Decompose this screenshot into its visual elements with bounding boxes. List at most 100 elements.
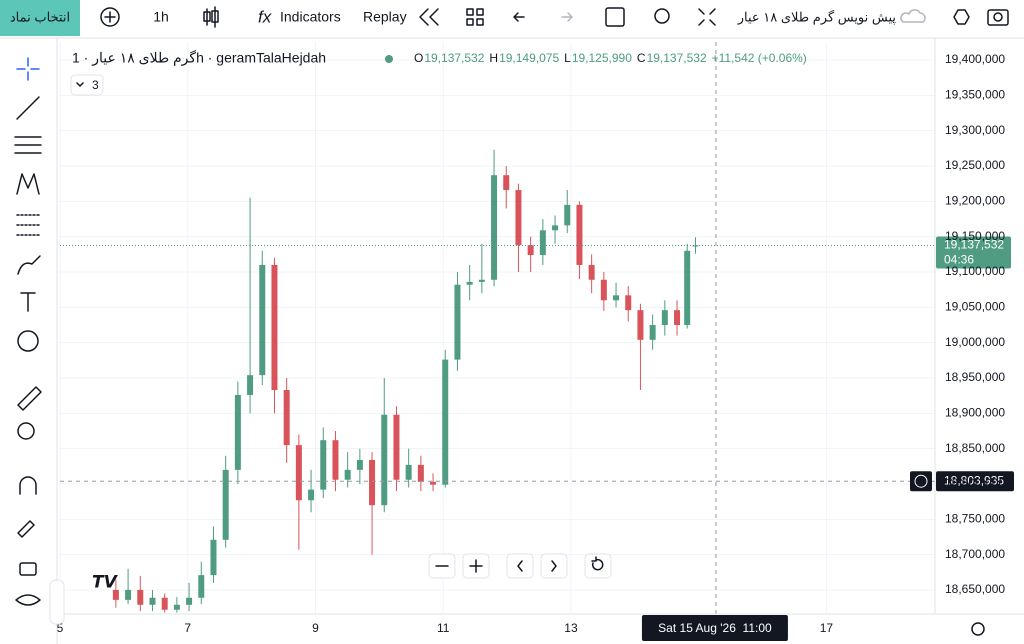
reset-button[interactable] [584, 553, 612, 579]
candle-body [320, 440, 327, 490]
y-tick-label: 19,200,000 [945, 194, 1005, 208]
x-tick-label: 17 [820, 621, 834, 635]
candle-body [149, 597, 156, 605]
candle-body [515, 190, 522, 246]
candle-body [369, 459, 376, 506]
candle-body [661, 310, 668, 325]
text-tool[interactable] [20, 292, 36, 312]
layout-name: پیش نویس گرم طلای ۱۸ عیار [737, 9, 897, 25]
replay-button[interactable]: Replay [363, 9, 407, 25]
candle-body [625, 295, 632, 311]
candle-body [161, 597, 168, 610]
candle-body [222, 469, 229, 540]
stay-drawing-tool[interactable] [17, 520, 35, 538]
candle-body [417, 464, 424, 482]
symbol-search-button[interactable] [0, 0, 80, 36]
interval-button[interactable]: 1h [153, 9, 169, 25]
legend-values: O 19,137,532 H 19,149,075 L 19,125,990 C 19,137… [414, 51, 807, 65]
indicators-button[interactable]: Indicators [280, 9, 341, 25]
candle-body [478, 279, 485, 282]
chart-type-button[interactable] [203, 6, 219, 28]
legend-title: گرم طلای ۱۸ عیار · 1h · geramTalaHejdah [72, 50, 326, 67]
candle-body [332, 440, 339, 480]
tv-logo: 𝙏𝙑 [92, 572, 119, 591]
scroll-right-button[interactable] [540, 553, 568, 579]
lock-tool[interactable] [19, 562, 37, 576]
candle-body [198, 575, 205, 598]
last-price-box [936, 236, 1011, 269]
y-tick-label: 18,650,000 [945, 582, 1005, 596]
hide-tool[interactable] [15, 594, 41, 606]
pattern-tool[interactable] [16, 173, 40, 195]
y-tick-label: 18,750,000 [945, 511, 1005, 525]
collapse-button[interactable] [49, 579, 65, 625]
settings-button[interactable] [953, 9, 970, 25]
brush-tool[interactable] [17, 255, 41, 275]
candle-body [356, 459, 363, 470]
indicators-toggle[interactable] [70, 74, 104, 96]
candle-body [295, 445, 302, 501]
last-price-label: 19,137,532 [944, 238, 1004, 252]
scroll-left-button[interactable] [506, 553, 534, 579]
layout-button[interactable] [466, 8, 484, 26]
y-tick-label: 18,700,000 [945, 547, 1005, 561]
top-toolbar [0, 0, 1024, 38]
candle-body [137, 589, 144, 605]
crosshair-tool[interactable] [16, 57, 40, 81]
legend-value: 19,137,532 [647, 51, 707, 65]
expand-button[interactable] [698, 8, 716, 26]
lens [993, 12, 1003, 22]
symbol-search-label: انتخاب نماد [10, 9, 70, 24]
candle-body [210, 539, 217, 576]
crosshair-time-label: Sat 15 Aug '26 11:00 [658, 621, 772, 635]
settings-icon[interactable] [971, 622, 985, 636]
candle-body [527, 245, 534, 256]
measure-tool[interactable] [17, 386, 42, 411]
reset-icon [591, 556, 604, 571]
emoji-tool[interactable] [17, 330, 39, 352]
trend-line-tool[interactable] [16, 96, 40, 120]
candle-body [283, 390, 290, 446]
candle-body [600, 279, 607, 301]
magnet-tool[interactable] [19, 476, 37, 495]
x-tick-label: 13 [564, 621, 578, 635]
candle-body [405, 464, 412, 480]
left-icon [517, 560, 523, 572]
fullscreen-toggle[interactable] [605, 7, 625, 27]
plus-icon [104, 11, 116, 23]
candle-body [466, 281, 473, 285]
crosshair-add-icon [914, 474, 928, 488]
zoom-controls [428, 553, 612, 579]
candle-body [613, 295, 620, 301]
candle-body [112, 589, 119, 600]
fib-tool[interactable] [14, 136, 42, 154]
legend-key: O [414, 51, 423, 65]
cloud-save-icon[interactable] [900, 9, 926, 23]
candle-body [393, 414, 400, 480]
candle-body [564, 204, 571, 226]
snapshot-button[interactable] [987, 9, 1009, 26]
candles [112, 149, 699, 613]
candle-body [247, 375, 254, 395]
projection-tool[interactable] [16, 214, 40, 236]
redo-button[interactable] [561, 12, 573, 22]
candle-body [173, 604, 180, 610]
fx-icon: fx [258, 7, 272, 26]
candle-body [503, 175, 510, 191]
candle-body [234, 394, 241, 470]
y-tick-label: 18,950,000 [945, 370, 1005, 384]
legend-value: 19,149,075 [499, 51, 559, 65]
zoom-tool[interactable] [17, 422, 35, 440]
undo-button[interactable] [513, 12, 525, 22]
alert-button[interactable] [654, 8, 670, 24]
candle-body [308, 489, 315, 501]
left-toolbar [0, 38, 57, 644]
compare-button[interactable] [100, 7, 120, 27]
y-tick-label: 18,800,000 [945, 476, 1005, 490]
candle-body [576, 204, 583, 265]
candle-body [271, 264, 278, 391]
candle-body [259, 264, 266, 376]
x-tick-label: 5 [57, 621, 64, 635]
